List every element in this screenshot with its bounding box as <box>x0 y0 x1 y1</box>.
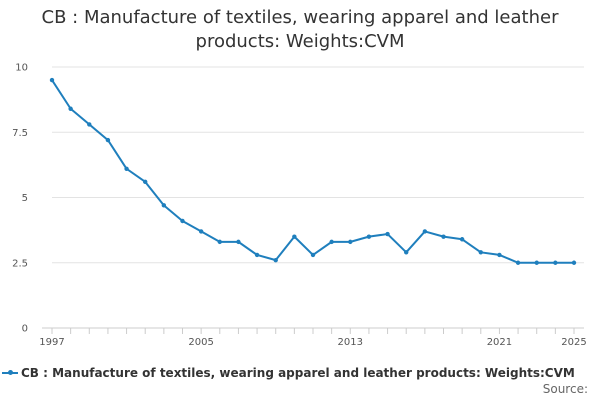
series-line <box>51 79 574 264</box>
data-point[interactable] <box>310 252 316 258</box>
y-tick-label: 10 <box>15 63 28 74</box>
grid-lines <box>52 66 584 264</box>
data-point[interactable] <box>87 122 92 127</box>
data-point[interactable] <box>385 231 390 237</box>
source-label: Source: <box>542 382 588 396</box>
data-point[interactable] <box>292 234 297 239</box>
legend-entry-label: CB : Manufacture of textiles, wearing ap… <box>21 366 575 380</box>
data-point[interactable] <box>404 250 409 255</box>
chart-title: CB : Manufacture of textiles, wearing ap… <box>0 6 600 54</box>
data-point[interactable] <box>459 237 465 242</box>
y-tick-label: 2.5 <box>12 258 28 269</box>
data-point[interactable] <box>143 179 148 185</box>
legend-line-marker-icon <box>2 365 18 381</box>
data-point[interactable] <box>105 137 111 143</box>
data-point[interactable] <box>515 260 521 265</box>
legend: CB : Manufacture of textiles, wearing ap… <box>2 364 575 382</box>
x-tick-label: 2021 <box>487 337 512 348</box>
data-point[interactable] <box>571 260 577 265</box>
data-point[interactable] <box>217 239 222 245</box>
data-point[interactable] <box>478 250 483 255</box>
y-tick-label: 5 <box>22 193 28 204</box>
data-point[interactable] <box>366 234 372 239</box>
data-point[interactable] <box>441 234 446 239</box>
data-point[interactable] <box>68 106 73 111</box>
data-point[interactable] <box>497 252 502 258</box>
data-point[interactable] <box>553 260 558 265</box>
data-point[interactable] <box>254 252 260 258</box>
x-tick-label: 2013 <box>338 337 363 348</box>
x-tick-label: 2005 <box>188 337 213 348</box>
axes <box>42 327 584 334</box>
data-point[interactable] <box>422 229 428 234</box>
data-point[interactable] <box>180 218 185 224</box>
data-point[interactable] <box>49 77 55 83</box>
series-layer <box>49 77 577 265</box>
data-point[interactable] <box>236 239 241 245</box>
chart-title-line-2: products: Weights:CVM <box>195 31 405 52</box>
data-point[interactable] <box>161 203 167 208</box>
data-point[interactable] <box>198 229 204 234</box>
data-point[interactable] <box>273 257 278 263</box>
x-tick-labels: 1997 2005 2013 2021 2025 <box>39 337 586 348</box>
data-point[interactable] <box>534 260 539 265</box>
x-tick-label: 2025 <box>561 337 586 348</box>
y-tick-label: 0 <box>22 324 28 335</box>
data-point[interactable] <box>124 166 129 171</box>
x-tick-label: 1997 <box>39 337 64 348</box>
data-point[interactable] <box>329 239 334 245</box>
y-tick-labels: 0 2.5 5 7.5 10 <box>12 63 28 335</box>
data-point[interactable] <box>348 239 353 245</box>
y-tick-label: 7.5 <box>12 128 28 139</box>
chart-title-line-1: CB : Manufacture of textiles, wearing ap… <box>41 7 559 28</box>
